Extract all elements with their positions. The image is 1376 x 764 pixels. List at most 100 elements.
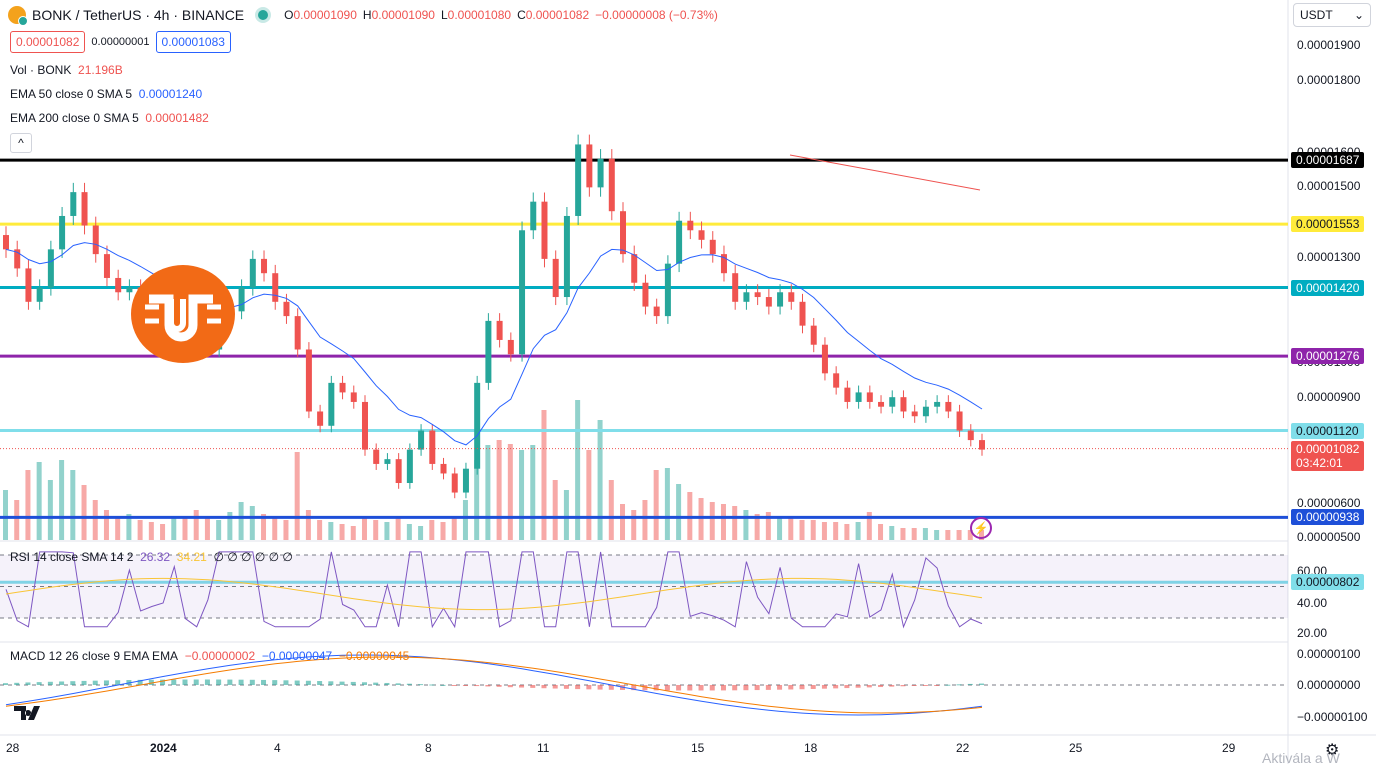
macd-histogram-bar [47,681,53,685]
volume-bar [934,530,940,540]
candle-body [664,263,671,317]
volume-bar [597,420,603,540]
macd-histogram-bar [676,685,682,691]
macd-axis-tick: 0.00000100 [1297,647,1361,661]
volume-bar [47,480,53,540]
candle-body [720,254,727,274]
ohlc-change: −0.00000008 (−0.73%) [595,8,718,22]
macd-histogram-bar [844,685,850,689]
candle-body [911,411,918,417]
candle-body [126,287,133,293]
candle-body [115,277,122,293]
candle-body [272,273,279,302]
candle-body [900,397,907,412]
date-tick: 22 [956,741,970,755]
currency-select[interactable]: USDT ⌄ [1293,3,1371,27]
symbol-title[interactable]: BONK / TetherUS · 4h · BINANCE [32,7,245,23]
candle-body [440,463,447,474]
price-axis-tick: 0.00000500 [1297,530,1361,544]
candle-body [979,440,985,450]
volume-bar [328,522,334,540]
volume-bar [507,444,513,540]
gear-icon[interactable]: ⚙ [1325,742,1340,759]
rsi-line [5,551,983,629]
candle-body [642,282,649,307]
candle-body [81,192,88,226]
volume-bar [474,460,480,540]
macd-histogram-bar [294,680,300,685]
volume-bar [317,520,323,540]
macd-histogram-bar [70,681,76,685]
alert-lightning-icon[interactable]: ⚡ [970,517,992,539]
macd-histogram-bar [361,682,367,685]
volume-bar [440,522,446,540]
candle-body [732,273,739,302]
volume-bar [160,524,166,540]
candle-body [844,387,851,402]
ohlc-high: H0.00001090 [362,8,435,22]
volume-bar [272,518,278,540]
buy-button[interactable]: 0.00001083 [155,31,231,53]
macd-histogram-bar [911,685,917,686]
price-axis-tick: 0.00000900 [1297,390,1361,404]
bonk-logo [131,265,235,363]
rsi-legend[interactable]: RSI 14 close SMA 14 2 26.32 34.21 ∅ ∅ ∅ … [10,550,293,564]
volume-bar [844,524,850,540]
date-tick: 28 [6,741,20,755]
tradingview-logo[interactable] [14,704,46,727]
candle-body [339,382,346,393]
volume-bar [810,520,816,540]
macd-histogram-bar [193,679,199,685]
candle-body [698,230,705,240]
currency-value: USDT [1300,8,1333,22]
macd-histogram-bar [261,679,267,685]
volume-bar [361,518,367,540]
volume-bar [137,520,143,540]
ema200-legend[interactable]: EMA 200 close 0 SMA 5 0.00001482 [10,111,209,125]
volume-legend[interactable]: Vol · BONK 21.196B [10,63,123,77]
volume-bar [922,528,928,540]
volume-bar [227,512,233,540]
macd-histogram-bar [14,682,20,685]
ema50-legend[interactable]: EMA 50 close 0 SMA 5 0.00001240 [10,87,203,101]
candle-body [350,392,357,402]
macd-histogram-bar [709,685,715,691]
candle-body [36,287,43,302]
candle-body [754,292,761,298]
macd-histogram-bar [238,679,244,685]
macd-histogram-bar [754,685,760,691]
candle-body [103,254,110,278]
macd-histogram-bar [788,685,794,690]
macd-histogram-bar [765,685,771,690]
macd-histogram-bar [305,680,311,685]
volume-bar [283,520,289,540]
candle-body [519,230,526,355]
candle-body [261,258,268,274]
candle-body [25,268,32,302]
macd-signal-line [5,656,983,714]
volume-bar [350,526,356,540]
macd-histogram-bar [967,683,973,685]
candle-body [361,401,368,450]
volume-bar [339,524,345,540]
volume-bar [620,504,626,540]
macd-histogram-bar [945,684,951,686]
macd-histogram-bar [227,679,233,685]
volume-bar [451,516,457,540]
macd-histogram-bar [575,685,581,690]
candle-body [47,249,54,288]
symbol-header: BONK / TetherUS · 4h · BINANCE O0.000010… [8,5,718,26]
macd-axis-tick: −0.00000100 [1297,710,1368,724]
macd-histogram-bar [934,685,940,686]
date-tick: 25 [1069,741,1083,755]
candle-body [653,306,660,317]
macd-histogram-bar [541,685,547,689]
sell-button[interactable]: 0.00001082 [10,31,86,53]
collapse-legend-button[interactable]: ^ [10,133,32,153]
macd-legend[interactable]: MACD 12 26 close 9 EMA EMA −0.00000002 −… [10,649,410,663]
macd-histogram-bar [552,685,558,689]
macd-histogram-bar [418,684,424,686]
price-axis-tick: 0.00001900 [1297,38,1361,52]
volume-bar [866,512,872,540]
